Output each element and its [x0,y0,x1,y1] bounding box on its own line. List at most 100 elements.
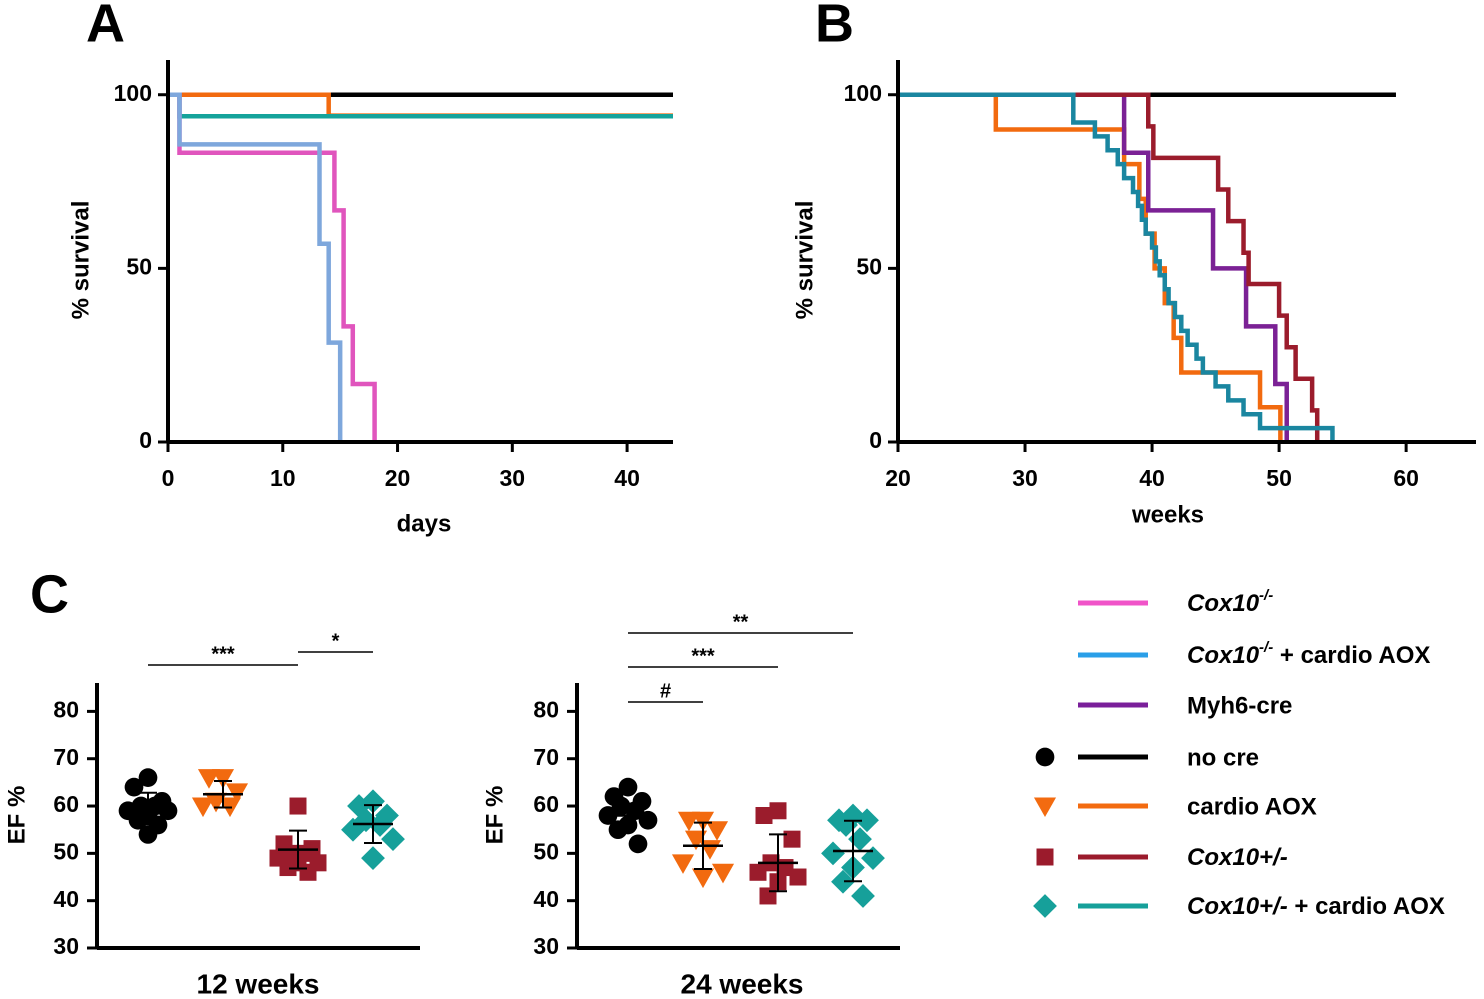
error-bar [289,829,307,870]
marker [691,811,715,832]
marker [628,834,648,854]
marker [684,830,708,851]
x-tick-label: 30 [1012,465,1038,491]
y-tick-label: 100 [844,80,882,106]
marker [851,884,875,908]
marker [691,868,715,889]
x-tick-label: 60 [1393,465,1419,491]
marker [677,811,701,832]
significance-label: *** [691,645,715,667]
legend-label: cardio AOX [1187,793,1317,820]
panel-label: A [86,0,125,53]
marker [279,859,297,877]
marker [783,830,801,848]
x-tick-label: 40 [614,465,640,491]
survival-curve [168,92,673,118]
marker [834,813,858,837]
marker [855,808,879,833]
survival-curve [168,92,673,119]
survival-curve [168,92,377,442]
survival-curve [898,92,1320,442]
marker [191,797,215,818]
x-tick-label: 30 [500,465,526,491]
marker [361,846,385,870]
marker [1035,747,1055,767]
y-tick-label: 0 [869,427,882,453]
y-tick-label: 40 [53,886,79,912]
x-axis-title: days [397,510,452,537]
marker [821,841,845,866]
marker [375,803,399,828]
marker [671,854,695,874]
x-tick-label: 10 [270,465,296,491]
survival-curve [898,92,1335,442]
legend-label: Cox10+/- [1187,844,1288,871]
marker [759,887,777,905]
significance-label: # [660,680,671,702]
x-tick-label: 20 [885,465,911,491]
x-tick-label: 50 [1266,465,1292,491]
y-tick-label: 80 [533,696,559,722]
error-bar [139,791,157,826]
marker [638,810,658,830]
x-tick-label: 40 [1139,465,1165,491]
error-bar [694,821,712,870]
marker [755,807,773,824]
y-tick-label: 30 [53,933,79,959]
legend-label: no cre [1187,744,1259,771]
y-tick-label: 50 [126,253,152,279]
error-bar [769,833,787,893]
x-tick-label: 0 [162,465,175,491]
legend-label: Cox10-/- [1187,587,1273,617]
marker [608,820,628,840]
error-bar [619,802,637,829]
marker [381,827,405,852]
significance-label: ** [733,611,749,633]
y-tick-label: 100 [114,80,152,106]
marker [769,802,787,820]
marker [138,768,158,787]
y-tick-label: 80 [53,696,79,722]
y-tick-label: 60 [533,791,559,817]
marker [211,769,235,789]
y-tick-label: 70 [53,744,79,770]
error-bar [364,804,382,844]
y-tick-label: 30 [533,933,559,959]
y-tick-label: 40 [533,886,559,912]
legend-label: Myh6-cre [1187,692,1292,719]
x-axis-title: weeks [1131,501,1204,528]
significance-label: * [332,630,340,652]
y-tick-label: 50 [53,838,79,864]
marker [1036,848,1054,866]
error-bar [844,819,862,883]
marker [299,863,317,881]
y-axis-title: EF % [3,786,30,845]
x-axis-title: 12 weeks [197,968,320,999]
panel-label: C [30,564,69,624]
y-tick-label: 70 [533,744,559,770]
y-tick-label: 0 [139,427,152,453]
marker [705,821,729,841]
y-axis-title: EF % [481,786,508,845]
legend-label: Cox10+/- + cardio AOX [1187,893,1445,920]
y-tick-label: 60 [53,791,79,817]
marker [711,863,735,884]
marker [831,869,855,894]
error-bar [214,779,232,809]
marker [197,769,221,789]
marker [347,794,371,818]
y-axis-title: % survival [67,201,94,320]
y-axis-title: % survival [791,201,818,320]
x-tick-label: 20 [385,465,411,491]
legend-label: Cox10-/- + cardio AOX [1187,639,1430,669]
survival-curve [168,92,343,442]
marker [354,808,378,833]
survival-curve [898,92,1289,442]
marker [1033,894,1057,918]
marker [749,863,767,881]
marker [124,777,144,797]
marker [138,825,158,844]
y-tick-label: 50 [856,253,882,279]
x-axis-title: 24 weeks [681,968,804,999]
